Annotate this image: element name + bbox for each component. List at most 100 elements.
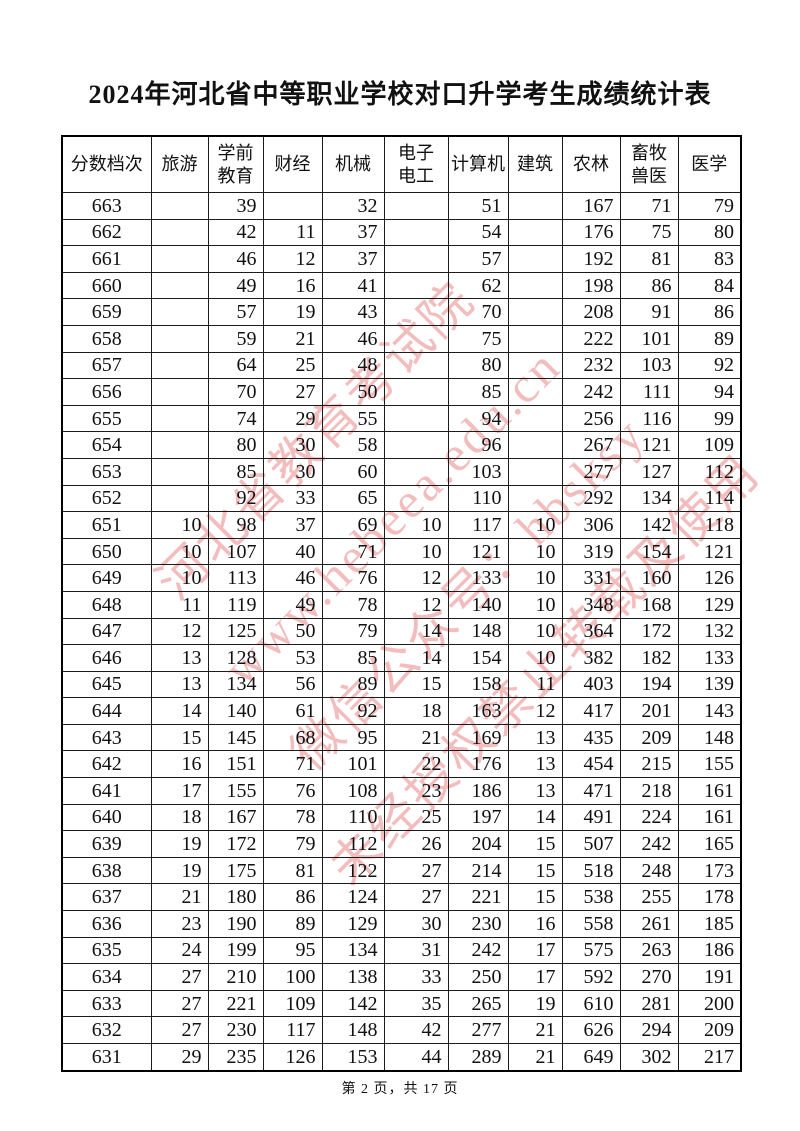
count-cell: 348 <box>561 590 621 619</box>
count-cell: 49 <box>262 590 323 619</box>
count-cell: 382 <box>561 644 621 672</box>
count-cell: 23 <box>383 777 449 805</box>
count-cell <box>150 324 209 353</box>
count-cell <box>383 324 449 353</box>
column-header-agriculture-forestry: 农林 <box>561 135 621 193</box>
table-row: 652 92 33 65 110 292 134 114 <box>61 484 742 513</box>
count-cell: 11 <box>507 670 563 699</box>
count-cell: 101 <box>619 324 679 353</box>
count-cell <box>507 192 563 220</box>
table-row: 643 15 145 68 95 21 169 13 435 209 148 <box>61 723 742 752</box>
count-cell: 118 <box>677 511 742 539</box>
table-row: 640 18 167 78 110 25 197 14 491 224 161 <box>61 803 742 832</box>
count-cell: 491 <box>561 803 621 832</box>
count-cell: 85 <box>447 378 509 406</box>
count-cell: 242 <box>561 378 621 406</box>
count-cell: 81 <box>619 245 679 273</box>
count-cell: 83 <box>677 245 742 273</box>
count-cell <box>383 218 449 247</box>
count-cell: 96 <box>447 431 509 459</box>
count-cell: 124 <box>321 883 385 912</box>
count-cell: 35 <box>383 989 449 1018</box>
count-cell: 319 <box>561 537 621 566</box>
count-cell: 176 <box>447 750 509 779</box>
score-tier-cell: 656 <box>61 378 152 406</box>
count-cell: 167 <box>207 803 264 832</box>
count-cell: 230 <box>207 1016 264 1044</box>
count-cell: 142 <box>619 511 679 539</box>
count-cell: 172 <box>207 830 264 858</box>
count-cell: 92 <box>677 351 742 380</box>
count-cell: 169 <box>447 723 509 752</box>
column-header-tourism: 旅游 <box>150 135 209 193</box>
count-cell: 57 <box>447 245 509 273</box>
count-cell: 79 <box>677 192 742 220</box>
count-cell: 95 <box>321 723 385 752</box>
column-header-medicine: 医学 <box>677 135 742 193</box>
count-cell: 126 <box>677 564 742 592</box>
count-cell: 70 <box>207 378 264 406</box>
count-cell <box>507 324 563 353</box>
score-tier-cell: 648 <box>61 590 152 619</box>
count-cell: 119 <box>207 590 264 619</box>
count-cell: 153 <box>321 1042 385 1072</box>
count-cell: 79 <box>321 617 385 646</box>
count-cell: 201 <box>619 697 679 725</box>
count-cell: 103 <box>447 457 509 486</box>
table-row: 662 42 11 37 54 176 75 80 <box>61 218 742 247</box>
score-tier-cell: 634 <box>61 963 152 991</box>
count-cell: 215 <box>619 750 679 779</box>
count-cell: 43 <box>321 298 385 326</box>
count-cell: 161 <box>677 777 742 805</box>
count-cell: 435 <box>561 723 621 752</box>
count-cell <box>150 378 209 406</box>
count-cell: 19 <box>150 830 209 858</box>
count-cell: 76 <box>262 777 323 805</box>
count-cell <box>383 351 449 380</box>
count-cell: 80 <box>207 431 264 459</box>
count-cell: 270 <box>619 963 679 991</box>
count-cell: 263 <box>619 936 679 965</box>
count-cell: 11 <box>150 590 209 619</box>
count-cell <box>507 457 563 486</box>
count-cell <box>150 192 209 220</box>
count-cell: 10 <box>150 511 209 539</box>
count-cell: 86 <box>677 298 742 326</box>
count-cell: 41 <box>321 271 385 300</box>
count-cell: 178 <box>677 883 742 912</box>
count-cell: 27 <box>150 1016 209 1044</box>
count-cell: 10 <box>150 564 209 592</box>
count-cell: 507 <box>561 830 621 858</box>
count-cell: 134 <box>619 484 679 513</box>
count-cell: 27 <box>262 378 323 406</box>
count-cell: 110 <box>321 803 385 832</box>
count-cell: 113 <box>207 564 264 592</box>
score-tier-cell: 644 <box>61 697 152 725</box>
count-cell: 121 <box>677 537 742 566</box>
count-cell: 59 <box>207 324 264 353</box>
count-cell: 267 <box>561 431 621 459</box>
column-header-machinery: 机械 <box>321 135 385 193</box>
count-cell: 42 <box>383 1016 449 1044</box>
count-cell: 21 <box>383 723 449 752</box>
count-cell <box>507 378 563 406</box>
count-cell: 12 <box>150 617 209 646</box>
count-cell: 103 <box>619 351 679 380</box>
table-row: 636 23 190 89 129 30 230 16 558 261 185 <box>61 910 742 938</box>
count-cell: 575 <box>561 936 621 965</box>
count-cell: 364 <box>561 617 621 646</box>
count-cell: 12 <box>383 590 449 619</box>
count-cell: 61 <box>262 697 323 725</box>
count-cell: 12 <box>262 245 323 273</box>
count-cell <box>383 298 449 326</box>
count-cell: 54 <box>447 218 509 247</box>
count-cell: 277 <box>561 457 621 486</box>
score-tier-cell: 637 <box>61 883 152 912</box>
count-cell: 78 <box>321 590 385 619</box>
count-cell: 155 <box>677 750 742 779</box>
count-cell: 180 <box>207 883 264 912</box>
count-cell: 161 <box>677 803 742 832</box>
count-cell: 167 <box>561 192 621 220</box>
count-cell: 30 <box>383 910 449 938</box>
count-cell: 75 <box>619 218 679 247</box>
